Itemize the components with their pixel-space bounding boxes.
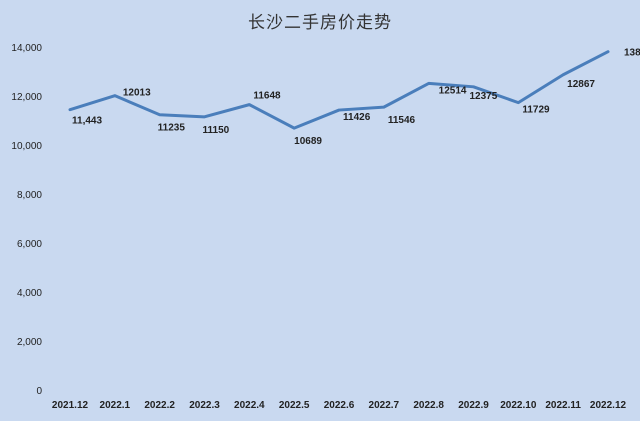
x-tick-label: 2022.10	[500, 400, 537, 411]
data-label: 10689	[294, 136, 322, 147]
x-tick-label: 2022.7	[369, 400, 400, 411]
series-line	[68, 50, 610, 130]
data-label: 11729	[522, 105, 550, 116]
data-label: 11235	[158, 123, 186, 134]
data-label: 11546	[388, 115, 416, 126]
y-tick-label: 10,000	[11, 141, 42, 152]
x-tick-label: 2022.6	[324, 400, 355, 411]
data-label: 11,443	[72, 116, 102, 127]
x-tick-label: 2022.3	[189, 400, 220, 411]
x-tick-label: 2021.12	[52, 400, 89, 411]
y-tick-label: 8,000	[17, 190, 42, 201]
y-tick-label: 6,000	[17, 239, 42, 250]
x-tick-label: 2022.4	[234, 400, 265, 411]
data-label: 11648	[253, 91, 281, 102]
data-label: 12867	[567, 79, 595, 90]
data-label: 13808	[624, 48, 640, 59]
data-label: 12013	[123, 88, 151, 99]
y-tick-label: 0	[36, 386, 42, 397]
x-tick-label: 2022.1	[100, 400, 131, 411]
x-tick-label: 2022.11	[545, 400, 581, 411]
y-tick-label: 12,000	[11, 92, 42, 103]
x-tick-label: 2022.9	[458, 400, 489, 411]
x-tick-label: 2022.2	[144, 400, 175, 411]
x-tick-label: 2022.12	[590, 400, 627, 411]
data-label: 11150	[203, 125, 230, 136]
y-tick-label: 4,000	[17, 288, 42, 299]
y-tick-label: 14,000	[11, 43, 42, 54]
chart-title: 长沙二手房价走势	[248, 13, 392, 33]
data-label: 11426	[343, 112, 371, 123]
x-tick-label: 2022.8	[413, 400, 444, 411]
x-tick-label: 2022.5	[279, 400, 310, 411]
data-label: 12514	[439, 85, 467, 96]
data-label: 12375	[470, 91, 498, 102]
y-tick-label: 2,000	[17, 337, 42, 348]
